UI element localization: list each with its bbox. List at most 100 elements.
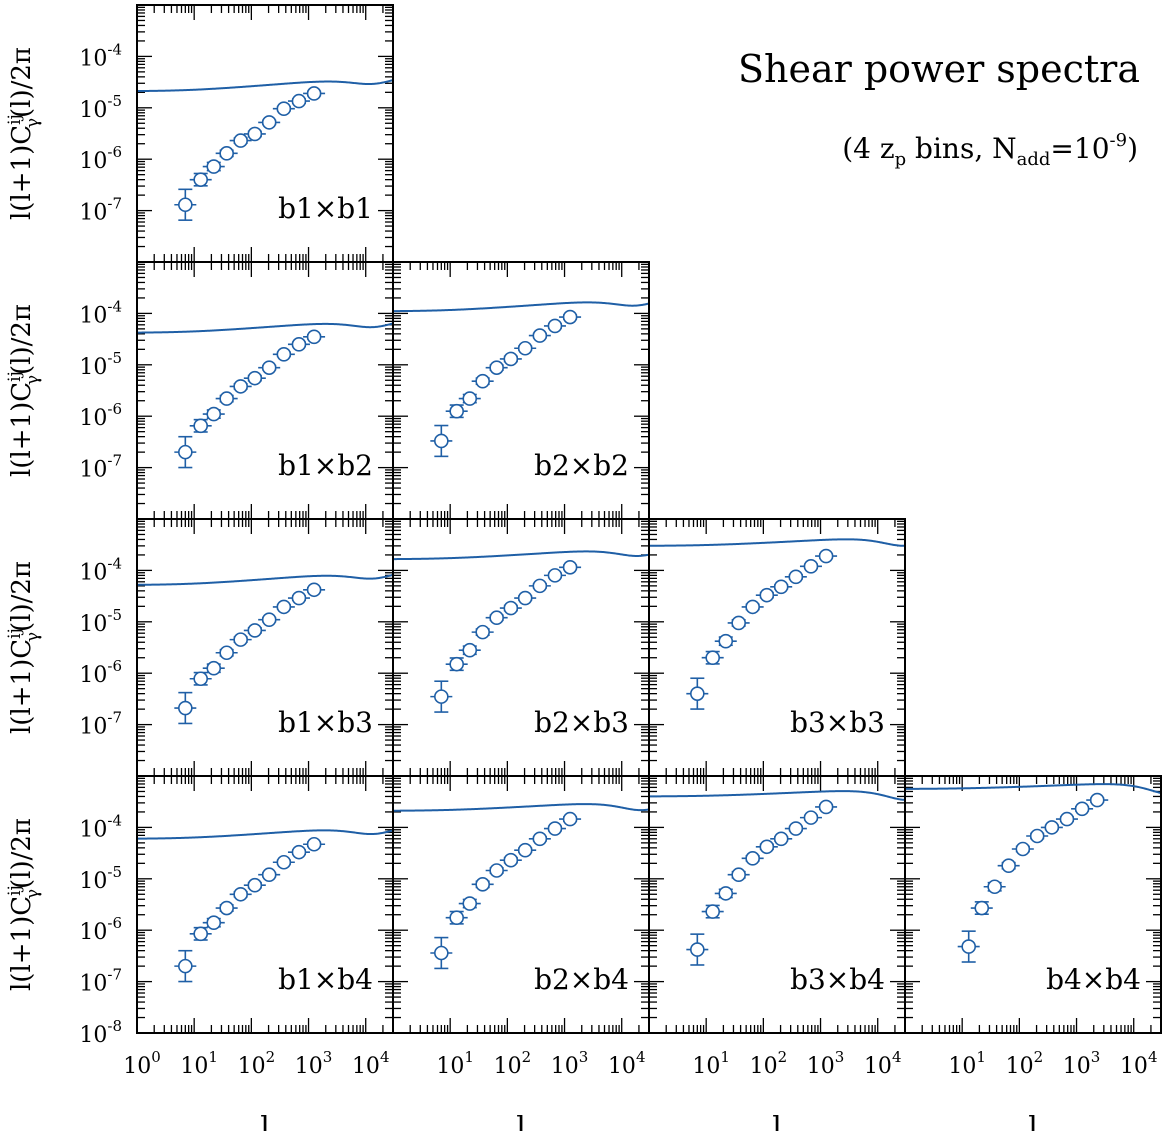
data-point (499, 351, 522, 367)
data-point (799, 559, 822, 574)
data-point (458, 896, 481, 911)
y-axis-label: l(l+1)Cijγ(l)/2π (5, 304, 43, 477)
data-point (727, 615, 750, 631)
data-point (303, 836, 326, 852)
panel-grid: b1×b110-710-610-510-4b1×b210-710-610-510… (79, 4, 1162, 1079)
data-point (514, 842, 537, 858)
x-tick-labels: 101 102 103 104 (692, 1048, 901, 1079)
data-point (983, 879, 1006, 895)
data-point (499, 852, 522, 868)
model-curve (137, 573, 393, 586)
x-axis-label: l (772, 1111, 782, 1131)
data-point (229, 133, 252, 148)
data-point (701, 650, 724, 666)
panel-b2xb3: b2×b3 (392, 518, 650, 777)
data-point (215, 645, 238, 661)
y-tick-label: 10-6 (79, 914, 122, 945)
data-point (471, 624, 494, 640)
data-point (174, 691, 197, 725)
data-point (258, 612, 281, 627)
axis-ticks (136, 4, 394, 263)
panel-frame (904, 775, 1162, 1034)
data-point (445, 403, 468, 419)
data-point (272, 854, 295, 870)
y-tick-label: 10-7 (79, 966, 122, 997)
data-point (287, 93, 310, 109)
data-point (686, 677, 709, 710)
data-point (1071, 801, 1094, 817)
data-point (543, 318, 566, 334)
data-point (1011, 841, 1034, 857)
panel-b1xb4: b1×b4 10-8 10-7 10-6 10-5 10-4 100 101 102 103 104 (79, 775, 394, 1079)
data-point (970, 900, 993, 916)
data-point (430, 936, 453, 970)
data-point (258, 115, 281, 130)
subtitle-n-sub: add (1017, 149, 1051, 170)
data-point (430, 680, 453, 713)
data-point (528, 578, 551, 594)
x-tick-label: 102 (750, 1048, 788, 1079)
data-point (458, 391, 481, 406)
data-point (445, 910, 468, 926)
data-point (215, 391, 238, 406)
panel-b1xb2: b1×b2 10-7 10-6 10-5 10-4 (79, 261, 394, 520)
x-axis-label: l (260, 1111, 270, 1131)
data-point (229, 886, 252, 902)
data-point (229, 379, 252, 394)
y-axis-label: l(l+1)Cijγ(l)/2π (5, 561, 43, 734)
data-point (485, 610, 508, 626)
figure-title: Shear power spectra (738, 47, 1140, 91)
panel-label: b1×b2 (278, 449, 373, 482)
y-tick-label: 10-7 (79, 195, 122, 226)
data-point (485, 863, 508, 878)
model-curve (393, 803, 649, 812)
model-curve (649, 538, 905, 547)
x-tick-label: 104 (1120, 1048, 1158, 1079)
panel-b2xb2: b2×b2 (392, 261, 650, 520)
data-point (799, 810, 822, 825)
x-tick-label: 102 (494, 1048, 532, 1079)
data-point (243, 623, 266, 638)
data-point (272, 101, 295, 117)
data-point (202, 915, 225, 930)
x-tick-label: 103 (295, 1048, 333, 1079)
data-point (258, 360, 281, 375)
data-point (1055, 811, 1078, 827)
y-tick-label: 10-7 (79, 452, 122, 483)
subtitle-open: (4 z (842, 132, 894, 165)
model-curve (137, 829, 393, 840)
data-point (458, 642, 481, 658)
data-point (1040, 820, 1063, 835)
y-tick-labels: 10-8 10-7 10-6 10-5 10-4 (79, 811, 122, 1048)
y-tick-label: 10-8 (79, 1017, 122, 1048)
data-point (287, 844, 310, 860)
model-curve (393, 301, 649, 313)
subtitle-close: ) (1127, 132, 1138, 165)
data-point (714, 633, 737, 649)
data-point (485, 360, 508, 375)
y-tick-labels: 10-7 10-6 10-5 10-4 (79, 40, 122, 225)
x-tick-label: 100 (123, 1048, 161, 1079)
data-point (701, 904, 724, 919)
data-point (243, 126, 266, 142)
data-point (1086, 792, 1109, 808)
x-tick-label: 104 (864, 1048, 902, 1079)
data-point (514, 590, 537, 606)
x-tick-label: 102 (1006, 1048, 1044, 1079)
x-axis-label: l (1028, 1111, 1038, 1131)
data-point (303, 582, 326, 598)
model-curve (905, 783, 1161, 794)
data-point (471, 877, 494, 892)
data-point (741, 599, 764, 615)
y-tick-label: 10-6 (79, 143, 122, 174)
data-point (755, 839, 778, 855)
y-tick-label: 10-4 (79, 297, 122, 328)
data-point (559, 309, 582, 325)
data-point (784, 569, 807, 585)
data-point (686, 933, 709, 966)
subtitle-eq: =10 (1050, 132, 1109, 165)
panel-label: b2×b2 (534, 449, 629, 482)
model-curve (649, 790, 905, 801)
data-point (543, 568, 566, 583)
